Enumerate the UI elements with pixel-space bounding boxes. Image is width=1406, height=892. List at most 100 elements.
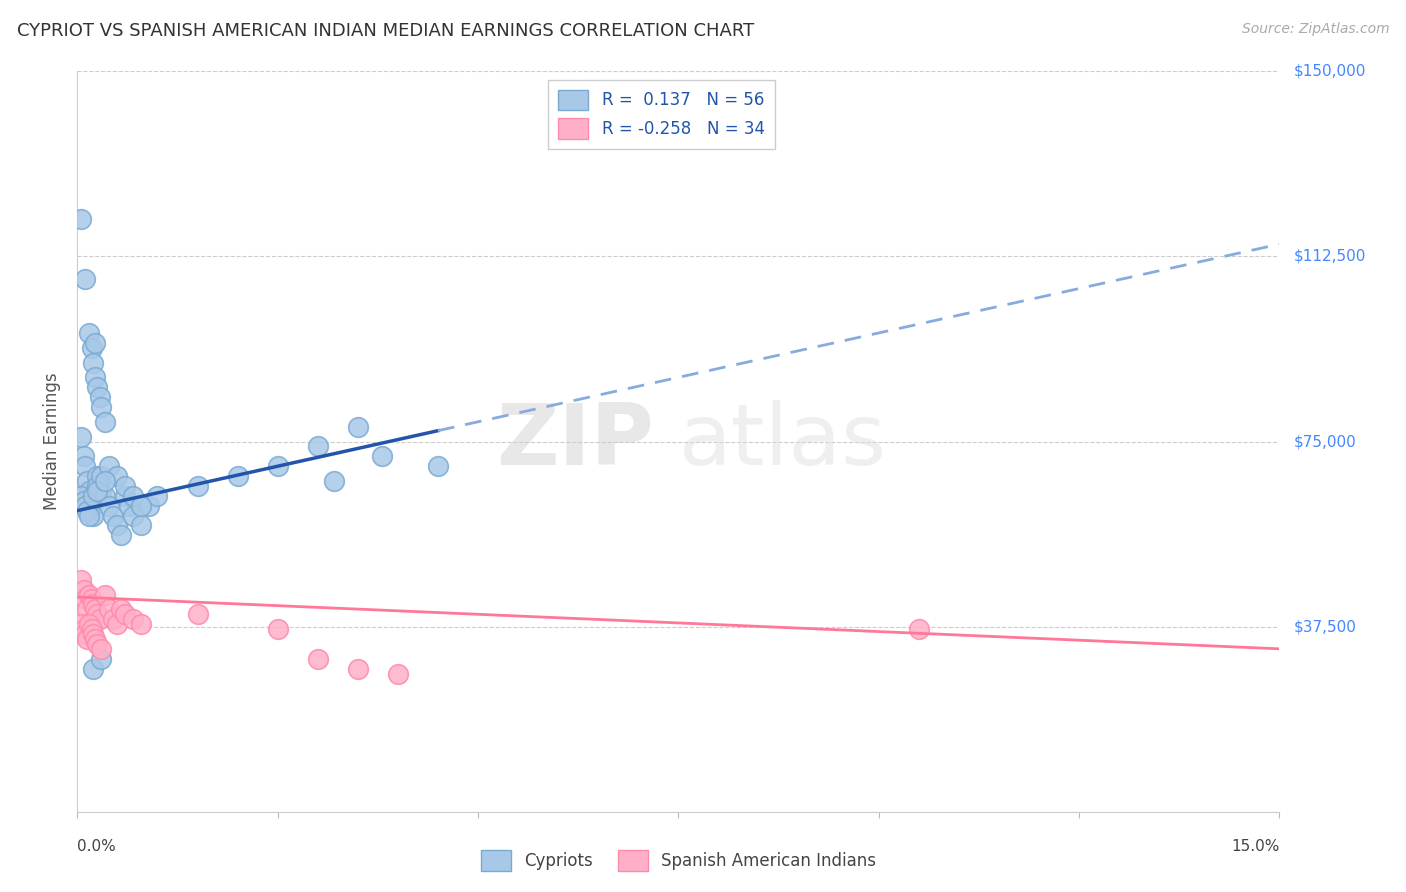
Point	[86, 380, 108, 394]
Text: CYPRIOT VS SPANISH AMERICAN INDIAN MEDIAN EARNINGS CORRELATION CHART: CYPRIOT VS SPANISH AMERICAN INDIAN MEDIA…	[17, 22, 754, 40]
Point	[90, 483, 112, 498]
Point	[114, 607, 136, 622]
Point	[79, 508, 101, 523]
Point	[73, 622, 96, 636]
Point	[82, 508, 104, 523]
Point	[186, 607, 209, 622]
Point	[70, 429, 93, 443]
Point	[346, 662, 368, 676]
Point	[76, 602, 98, 616]
Point	[75, 271, 97, 285]
Point	[70, 489, 93, 503]
Point	[76, 503, 98, 517]
Point	[122, 489, 145, 503]
Point	[86, 637, 108, 651]
Point	[110, 528, 132, 542]
Point	[226, 469, 249, 483]
Point	[131, 518, 153, 533]
Point	[98, 459, 121, 474]
Point	[75, 627, 97, 641]
Point	[70, 617, 93, 632]
Point	[371, 450, 394, 464]
Point	[114, 479, 136, 493]
Point	[76, 474, 98, 488]
Point	[90, 400, 112, 414]
Point	[79, 588, 101, 602]
Point	[84, 602, 107, 616]
Point	[82, 598, 104, 612]
Point	[82, 627, 104, 641]
Point	[90, 641, 112, 656]
Point	[138, 499, 160, 513]
Point	[73, 450, 96, 464]
Point	[73, 493, 96, 508]
Point	[89, 612, 111, 626]
Point	[86, 479, 108, 493]
Point	[79, 617, 101, 632]
Point	[90, 651, 112, 665]
Text: $150,000: $150,000	[1294, 64, 1365, 78]
Legend: Cypriots, Spanish American Indians: Cypriots, Spanish American Indians	[474, 844, 883, 878]
Point	[118, 499, 141, 513]
Point	[75, 499, 97, 513]
Point	[94, 415, 117, 429]
Y-axis label: Median Earnings: Median Earnings	[44, 373, 62, 510]
Point	[267, 459, 290, 474]
Point	[70, 212, 93, 227]
Point	[131, 499, 153, 513]
Point	[82, 489, 104, 503]
Point	[908, 622, 931, 636]
Point	[114, 489, 136, 503]
Text: 15.0%: 15.0%	[1232, 839, 1279, 855]
Text: $75,000: $75,000	[1294, 434, 1357, 449]
Point	[89, 390, 111, 404]
Point	[98, 602, 121, 616]
Point	[82, 662, 104, 676]
Point	[122, 612, 145, 626]
Point	[84, 335, 107, 350]
Text: $112,500: $112,500	[1294, 249, 1365, 264]
Point	[79, 326, 101, 340]
Point	[80, 592, 103, 607]
Point	[84, 370, 107, 384]
Point	[146, 489, 169, 503]
Point	[307, 440, 329, 454]
Point	[70, 573, 93, 587]
Point	[107, 617, 129, 632]
Text: $37,500: $37,500	[1294, 619, 1357, 634]
Point	[86, 469, 108, 483]
Point	[84, 632, 107, 646]
Point	[90, 469, 112, 483]
Point	[80, 341, 103, 355]
Text: 0.0%: 0.0%	[77, 839, 117, 855]
Point	[94, 588, 117, 602]
Point	[110, 602, 132, 616]
Point	[79, 483, 101, 498]
Point	[107, 469, 129, 483]
Point	[307, 651, 329, 665]
Point	[80, 499, 103, 513]
Point	[186, 479, 209, 493]
Point	[75, 459, 97, 474]
Text: atlas: atlas	[679, 400, 886, 483]
Point	[107, 518, 129, 533]
Point	[75, 592, 97, 607]
Text: Source: ZipAtlas.com: Source: ZipAtlas.com	[1241, 22, 1389, 37]
Point	[103, 612, 125, 626]
Text: ZIP: ZIP	[496, 400, 654, 483]
Point	[427, 459, 450, 474]
Point	[80, 622, 103, 636]
Point	[73, 582, 96, 597]
Point	[131, 617, 153, 632]
Point	[94, 489, 117, 503]
Point	[94, 474, 117, 488]
Point	[98, 499, 121, 513]
Point	[86, 483, 108, 498]
Point	[267, 622, 290, 636]
Point	[82, 355, 104, 369]
Point	[322, 474, 344, 488]
Point	[346, 419, 368, 434]
Point	[103, 508, 125, 523]
Point	[122, 508, 145, 523]
Point	[86, 607, 108, 622]
